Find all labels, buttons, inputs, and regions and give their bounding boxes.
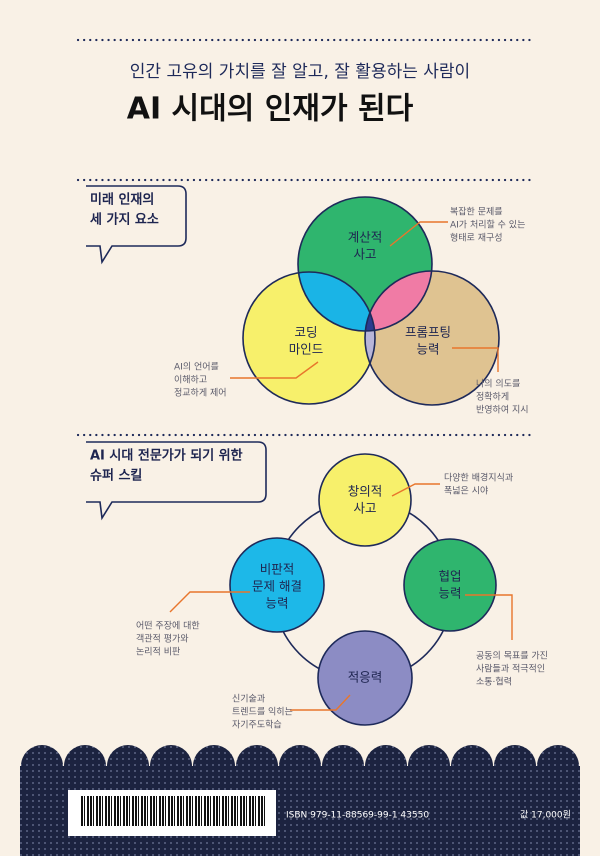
circle-label: 마인드 xyxy=(289,342,324,357)
scallop xyxy=(21,745,63,787)
section-heading: 세 가지 요소 xyxy=(90,213,159,228)
node-label: 문제 해결 xyxy=(252,579,302,594)
note: 공동의 목표를 가진 xyxy=(476,651,548,662)
leader-line xyxy=(169,591,250,613)
scallop xyxy=(236,745,278,787)
note: 정교하게 제어 xyxy=(174,388,227,399)
note: 반영하여 지시 xyxy=(476,404,529,416)
leader-line xyxy=(230,361,319,379)
scallop xyxy=(537,745,579,787)
price: 값 17,000원 xyxy=(520,809,571,821)
section-heading: AI 시대 전문가가 되기 위한 xyxy=(90,448,243,464)
note: 신기술과 xyxy=(232,694,265,705)
note: AI가 처리할 수 있는 xyxy=(450,219,525,231)
note: 사람들과 적극적인 xyxy=(476,663,545,675)
note: 자기주도학습 xyxy=(232,720,282,731)
leader-line xyxy=(452,347,499,372)
note: 다양한 배경지식과 xyxy=(444,472,513,484)
circle-label: 사고 xyxy=(353,247,376,262)
note: 폭넓은 시야 xyxy=(444,486,488,497)
scallop xyxy=(150,745,192,787)
node-label: 능력 xyxy=(438,586,461,601)
circle-label: 코딩 xyxy=(294,325,317,340)
section-heading: 슈퍼 스킬 xyxy=(90,469,142,484)
circle-label: 능력 xyxy=(416,342,439,357)
scallop xyxy=(279,745,321,787)
node-label: 능력 xyxy=(265,596,288,611)
scallop xyxy=(322,745,364,787)
note: 트렌드를 익히는 xyxy=(232,706,293,718)
scallop xyxy=(494,745,536,787)
speech-bubble xyxy=(86,185,187,265)
node-label: 적응력 xyxy=(348,670,383,685)
scallop xyxy=(193,745,235,787)
node-label: 사고 xyxy=(353,501,376,516)
node-label: 비판적 xyxy=(260,562,295,577)
leader-line xyxy=(391,483,440,497)
skill-node xyxy=(403,538,497,632)
scallop xyxy=(408,745,450,787)
note: 논리적 비판 xyxy=(136,646,180,658)
note: 객관적 평가와 xyxy=(136,633,189,645)
leader-line xyxy=(465,594,513,640)
isbn: ISBN 979-11-88569-99-1 43550 xyxy=(286,811,429,821)
node-label: 창의적 xyxy=(348,484,383,499)
scallop xyxy=(365,745,407,787)
leader-line xyxy=(290,694,351,711)
title: AI 시대의 인재가 된다 xyxy=(127,92,414,127)
skill-node xyxy=(229,537,325,633)
subtitle: 인간 고유의 가치를 잘 알고, 잘 활용하는 사람이 xyxy=(130,62,470,82)
circle-label: 프롬프팅 xyxy=(405,325,451,340)
note: AI의 언어를 xyxy=(174,361,219,373)
barcode-bars xyxy=(80,796,265,826)
note: 나의 의도를 xyxy=(476,379,520,390)
section-heading: 미래 인재의 xyxy=(90,192,154,208)
speech-bubble xyxy=(86,441,267,521)
skill-node xyxy=(318,453,412,547)
note: 이해하고 xyxy=(174,375,207,386)
scallop xyxy=(64,745,106,787)
note: 정확하게 xyxy=(476,391,509,403)
note: 형태로 재구성 xyxy=(450,233,503,244)
note: 복잡한 문제를 xyxy=(450,206,503,218)
scallop xyxy=(107,745,149,787)
leader-line xyxy=(389,221,448,247)
note: 어떤 주장에 대한 xyxy=(136,621,200,632)
circle-label: 계산적 xyxy=(348,230,383,245)
skill-node xyxy=(317,630,413,726)
scallop xyxy=(451,745,493,787)
note: 소통·협력 xyxy=(476,676,512,688)
node-label: 협업 xyxy=(438,569,461,584)
venn-diagram xyxy=(242,196,500,406)
